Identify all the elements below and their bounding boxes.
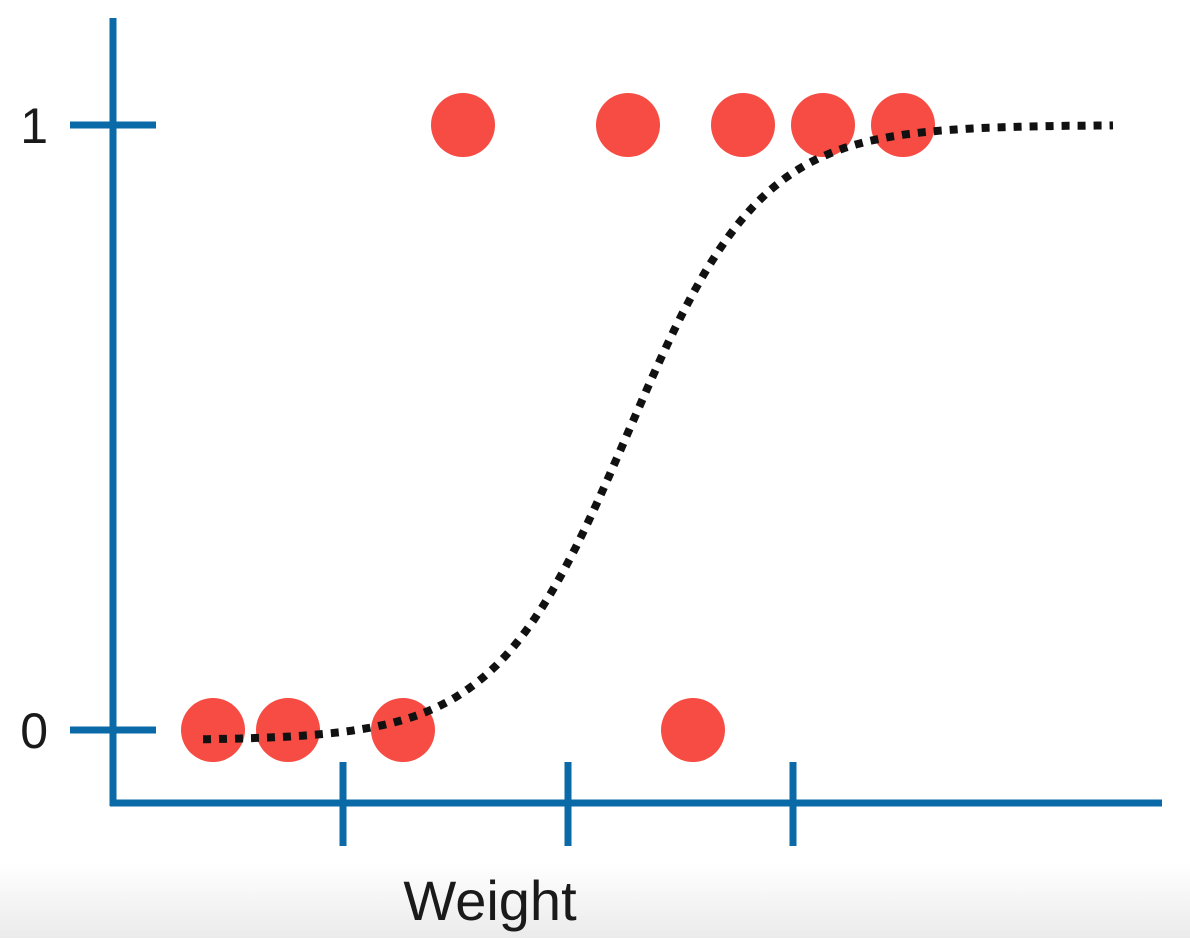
bottom-band — [0, 862, 1190, 938]
fit-curve-layer — [203, 121, 1114, 744]
fit-curve-line — [203, 121, 1114, 744]
data-point-3 — [661, 698, 725, 762]
axes — [70, 18, 1162, 846]
x-axis-label: Weight — [403, 869, 577, 932]
data-point-0 — [181, 698, 245, 762]
data-point-1 — [256, 698, 320, 762]
y-tick-label-0: 0 — [20, 703, 48, 759]
data-point-6 — [711, 93, 775, 157]
data-points-layer — [181, 93, 935, 762]
data-point-2 — [371, 698, 435, 762]
data-point-5 — [596, 93, 660, 157]
data-point-7 — [791, 93, 855, 157]
data-point-4 — [431, 93, 495, 157]
data-point-8 — [871, 93, 935, 157]
y-tick-label-1: 1 — [20, 98, 48, 154]
